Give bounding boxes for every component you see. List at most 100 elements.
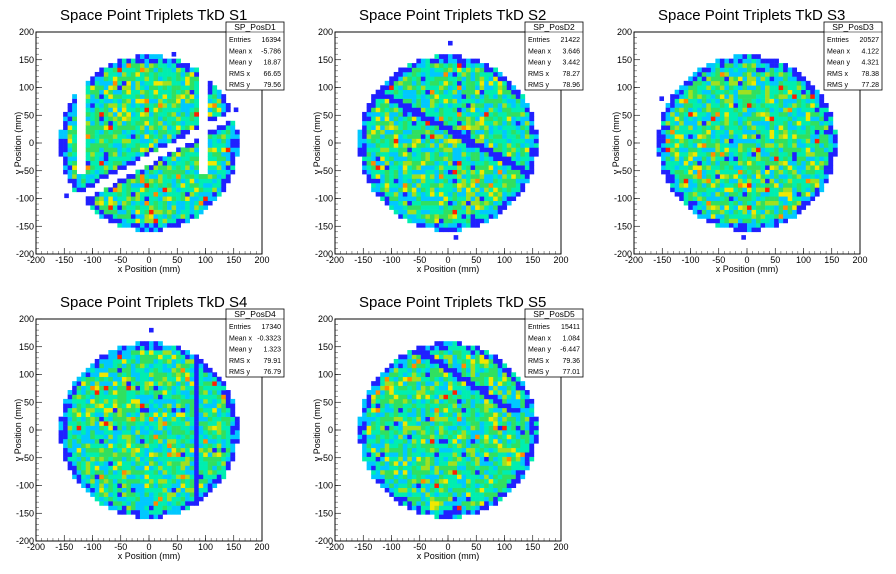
- heatmap-cell: [171, 178, 177, 184]
- heatmap-cell: [769, 178, 775, 184]
- heatmap-cell: [153, 390, 159, 395]
- heatmap-cell: [475, 200, 480, 206]
- x-tick-label: 100: [198, 255, 213, 265]
- heatmap-cell: [108, 372, 114, 378]
- heatmap-cell: [466, 111, 471, 117]
- heatmap-cell: [520, 138, 526, 144]
- heatmap-cell: [67, 160, 73, 166]
- heatmap-cell: [683, 174, 689, 179]
- heatmap-cell: [121, 156, 127, 162]
- heatmap-cell: [715, 94, 721, 99]
- heatmap-cell: [719, 63, 725, 68]
- heatmap-cell: [85, 138, 91, 144]
- heatmap-cell: [506, 165, 512, 170]
- heatmap-cell: [162, 178, 168, 184]
- heatmap-cell: [216, 182, 222, 188]
- heatmap-cell: [85, 474, 91, 480]
- heatmap-cell: [108, 478, 114, 484]
- heatmap-cell: [765, 129, 770, 135]
- heatmap-cell: [153, 434, 159, 440]
- heatmap-cell: [683, 80, 689, 86]
- heatmap-cell: [511, 147, 517, 153]
- heatmap-cell: [162, 492, 168, 497]
- heatmap-cell: [819, 129, 825, 135]
- heatmap-cell: [411, 209, 417, 215]
- heatmap-cell: [747, 107, 752, 113]
- heatmap-cell: [787, 200, 793, 206]
- heatmap-cell: [497, 165, 503, 170]
- heatmap-cell: [425, 156, 431, 162]
- heatmap-cell: [407, 200, 413, 206]
- heatmap-cell: [135, 363, 141, 369]
- heatmap-cell: [751, 209, 757, 215]
- heatmap-cell: [506, 111, 512, 117]
- heatmap-cell: [149, 443, 154, 449]
- heatmap-cell: [108, 407, 114, 413]
- heatmap-cell: [139, 456, 145, 462]
- heatmap-cell: [108, 487, 114, 493]
- heatmap-cell: [194, 421, 200, 426]
- heatmap-cell: [171, 407, 177, 413]
- heatmap-cell: [90, 443, 96, 449]
- heatmap-cell: [733, 147, 739, 153]
- heatmap-cell: [398, 116, 404, 122]
- heatmap-cell: [438, 191, 444, 197]
- heatmap-cell: [94, 438, 100, 444]
- heatmap-cell: [416, 165, 422, 170]
- heatmap-cell: [180, 430, 186, 435]
- heatmap-cell: [121, 143, 127, 148]
- heatmap-cell: [679, 156, 685, 162]
- heatmap-cell: [425, 103, 431, 108]
- heatmap-cell: [457, 205, 462, 210]
- heatmap-cell: [121, 407, 127, 413]
- heatmap-cell: [783, 196, 788, 202]
- heatmap-cell: [724, 209, 730, 215]
- heatmap-cell: [171, 372, 177, 378]
- heatmap-cell: [416, 174, 422, 179]
- heatmap-cell: [448, 218, 453, 224]
- heatmap-cell: [701, 85, 707, 91]
- heatmap-cell: [180, 98, 186, 104]
- heatmap-cell: [484, 200, 489, 206]
- heatmap-cell: [747, 94, 752, 99]
- heatmap-cell: [130, 191, 136, 197]
- heatmap-cell: [126, 209, 132, 215]
- heatmap-cell: [701, 196, 707, 202]
- heatmap-cell: [85, 483, 91, 489]
- heatmap-cell: [688, 178, 694, 184]
- heatmap-cell: [153, 111, 159, 117]
- heatmap-cell: [63, 169, 68, 175]
- heatmap-cell: [167, 403, 172, 409]
- heatmap-cell: [452, 200, 458, 206]
- heatmap-cell: [683, 134, 689, 139]
- heatmap-cell: [167, 438, 172, 444]
- heatmap-cell: [126, 456, 132, 462]
- heatmap-cell: [135, 76, 141, 82]
- heatmap-cell: [393, 134, 399, 139]
- heatmap-cell: [679, 160, 685, 166]
- heatmap-cell: [393, 98, 399, 104]
- heatmap-cell: [737, 160, 743, 166]
- heatmap-cell: [778, 160, 784, 166]
- heatmap-cell: [461, 134, 467, 139]
- heatmap-cell: [144, 151, 150, 157]
- heatmap-cell: [488, 129, 494, 135]
- heatmap-cell: [719, 143, 725, 148]
- heatmap-cell: [407, 191, 413, 197]
- heatmap-cell: [733, 98, 739, 104]
- heatmap-cell: [135, 200, 141, 206]
- heatmap-cell: [420, 71, 426, 77]
- heatmap-cell: [103, 496, 109, 502]
- heatmap-cell: [434, 143, 440, 148]
- heatmap-cell: [792, 147, 798, 153]
- heatmap-cell: [438, 178, 444, 184]
- heatmap-cell: [819, 143, 825, 148]
- heatmap-cell: [728, 147, 734, 153]
- heatmap-cell: [475, 76, 480, 82]
- heatmap-cell: [135, 103, 141, 108]
- heatmap-cell: [108, 469, 114, 475]
- heatmap-cell: [130, 478, 136, 484]
- heatmap-cell: [99, 474, 105, 480]
- heatmap-cell: [162, 461, 168, 466]
- stats-box-frame: [823, 21, 883, 91]
